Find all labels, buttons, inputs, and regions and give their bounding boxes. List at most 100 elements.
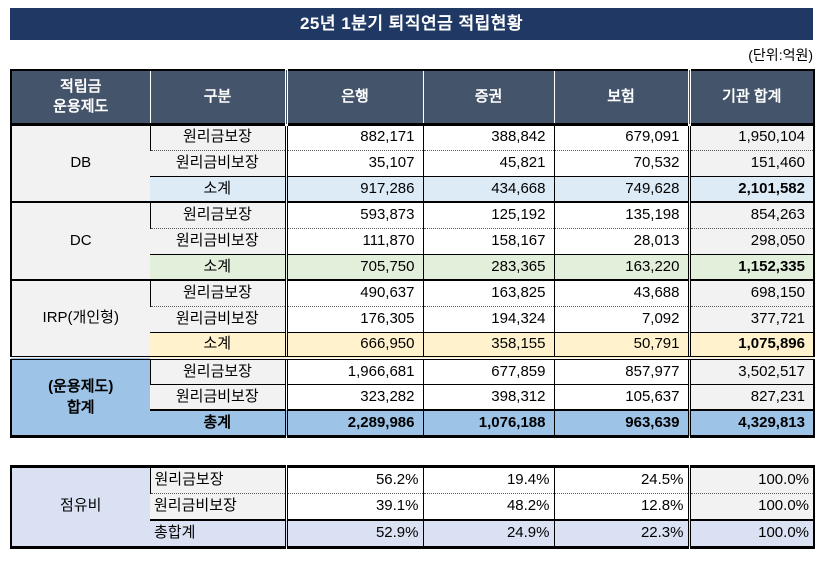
table-row: DC 원리금보장 593,873 125,192 135,198 854,263: [11, 201, 814, 280]
row-label: 소계: [150, 331, 286, 358]
table-row: 원리금비보장 176,305 194,324 7,092 377,721: [11, 305, 814, 332]
value-cell: 19.4%: [422, 466, 554, 493]
value-cell: 45,821: [422, 149, 554, 176]
value-cell: 705,750: [284, 253, 423, 280]
section-label-share: 점유비: [11, 466, 150, 547]
share-ratio-table: 점유비 원리금보장 56.2% 19.4% 24.5% 100.0% 원리금비보…: [10, 464, 815, 549]
header-insurance: 보험: [553, 70, 689, 126]
row-label: 원리금비보장: [150, 383, 286, 410]
value-cell: 1,152,335: [687, 253, 814, 280]
value-cell: 593,873: [284, 201, 423, 228]
value-cell: 100.0%: [687, 466, 814, 493]
value-cell: 176,305: [284, 305, 423, 332]
subtotal-row: 소계 917,286 434,668 749,628 2,101,582: [11, 175, 814, 202]
value-cell: 48.2%: [422, 492, 554, 520]
value-cell: 4,329,813: [687, 409, 814, 436]
value-cell: 24.9%: [422, 519, 554, 547]
row-label: 원리금보장: [149, 124, 286, 150]
row-label: 소계: [150, 175, 286, 202]
value-cell: 679,091: [553, 124, 689, 150]
value-cell: 388,842: [422, 124, 554, 150]
table-row: 원리금비보장 35,107 45,821 70,532 151,460: [11, 149, 814, 176]
value-cell: 135,198: [553, 201, 689, 228]
value-cell: 43,688: [553, 279, 689, 306]
subtotal-row: 소계 666,950 358,155 50,791 1,075,896: [11, 331, 814, 358]
header-scheme: 적립금 운용제도: [11, 70, 150, 126]
subtotal-row: 소계 705,750 283,365 163,220 1,152,335: [11, 253, 814, 280]
value-cell: 323,282: [284, 383, 423, 410]
value-cell: 7,092: [553, 305, 689, 332]
value-cell: 100.0%: [687, 519, 814, 547]
unit-label: (단위:억원): [748, 47, 813, 63]
value-cell: 12.8%: [553, 492, 689, 520]
header-inst-total: 기관 합계: [687, 70, 814, 126]
value-cell: 666,950: [284, 331, 423, 358]
value-cell: 298,050: [687, 227, 814, 254]
value-cell: 963,639: [553, 409, 689, 436]
row-label: 원리금보장: [149, 279, 286, 306]
value-cell: 434,668: [422, 175, 554, 202]
row-label: 원리금보장: [149, 356, 286, 384]
value-cell: 2,289,986: [284, 409, 423, 436]
row-label: 총합계: [150, 519, 286, 547]
value-cell: 283,365: [422, 253, 554, 280]
table-row: 원리금비보장 323,282 398,312 105,637 827,231: [11, 383, 814, 410]
row-label: 원리금비보장: [150, 492, 286, 520]
value-cell: 50,791: [553, 331, 689, 358]
value-cell: 857,977: [553, 356, 689, 384]
section-label-dc: DC: [11, 201, 150, 280]
section-label-db: DB: [11, 124, 150, 202]
value-cell: 490,637: [284, 279, 423, 306]
header-category: 구분: [149, 70, 286, 126]
value-cell: 1,950,104: [687, 124, 814, 150]
value-cell: 854,263: [687, 201, 814, 228]
row-label: 원리금보장: [149, 466, 286, 493]
value-cell: 158,167: [422, 227, 554, 254]
share-total-row: 총합계 52.9% 24.9% 22.3% 100.0%: [11, 519, 814, 547]
value-cell: 3,502,517: [687, 356, 814, 384]
row-label: 원리금비보장: [150, 149, 286, 176]
value-cell: 398,312: [422, 383, 554, 410]
row-label: 총계: [150, 409, 286, 436]
grand-total-row: 총계 2,289,986 1,076,188 963,639 4,329,813: [11, 409, 814, 436]
section-label-irp: IRP(개인형): [11, 279, 150, 358]
value-cell: 70,532: [553, 149, 689, 176]
value-cell: 100.0%: [687, 492, 814, 520]
value-cell: 2,101,582: [687, 175, 814, 202]
row-label: 소계: [150, 253, 286, 280]
header-securities: 증권: [422, 70, 554, 126]
value-cell: 163,825: [422, 279, 554, 306]
value-cell: 827,231: [687, 383, 814, 410]
value-cell: 377,721: [687, 305, 814, 332]
section-label-total: (운용제도) 합계: [11, 356, 150, 436]
value-cell: 111,870: [284, 227, 423, 254]
value-cell: 1,966,681: [284, 356, 423, 384]
report-page: 25년 1분기 퇴직연금 적립현황 (단위:억원) 적립금 운용제도 구분 은행…: [10, 8, 815, 549]
table-row: 점유비 원리금보장 56.2% 19.4% 24.5% 100.0%: [11, 466, 814, 547]
value-cell: 151,460: [687, 149, 814, 176]
value-cell: 698,150: [687, 279, 814, 306]
value-cell: 882,171: [284, 124, 423, 150]
value-cell: 105,637: [553, 383, 689, 410]
pension-status-table: 적립금 운용제도 구분 은행 증권 보험 기관 합계 DB 원리금보장 882,…: [10, 69, 815, 438]
value-cell: 1,076,188: [422, 409, 554, 436]
value-cell: 35,107: [284, 149, 423, 176]
value-cell: 1,075,896: [687, 331, 814, 358]
table-row: IRP(개인형) 원리금보장 490,637 163,825 43,688 69…: [11, 279, 814, 358]
value-cell: 749,628: [553, 175, 689, 202]
table-row: 원리금비보장 111,870 158,167 28,013 298,050: [11, 227, 814, 254]
value-cell: 125,192: [422, 201, 554, 228]
value-cell: 52.9%: [284, 519, 423, 547]
value-cell: 677,859: [422, 356, 554, 384]
row-label: 원리금보장: [149, 201, 286, 228]
value-cell: 194,324: [422, 305, 554, 332]
table-row: 원리금비보장 39.1% 48.2% 12.8% 100.0%: [11, 492, 814, 520]
row-label: 원리금비보장: [150, 305, 286, 332]
header-bank: 은행: [284, 70, 423, 126]
table-row: (운용제도) 합계 원리금보장 1,966,681 677,859 857,97…: [11, 356, 814, 436]
value-cell: 163,220: [553, 253, 689, 280]
value-cell: 22.3%: [553, 519, 689, 547]
value-cell: 39.1%: [284, 492, 423, 520]
row-label: 원리금비보장: [150, 227, 286, 254]
report-title: 25년 1분기 퇴직연금 적립현황: [10, 8, 813, 40]
